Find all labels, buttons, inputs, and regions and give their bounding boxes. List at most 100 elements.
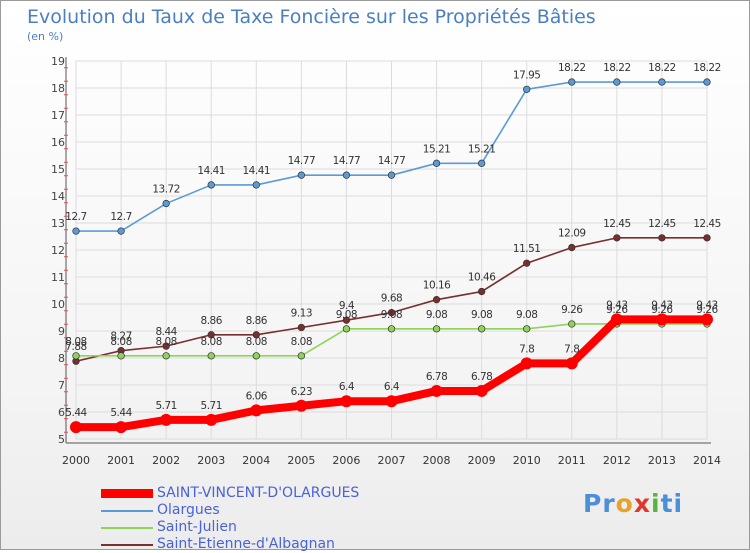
data-point — [297, 323, 306, 332]
data-label: 9.26 — [606, 304, 628, 316]
data-label: 18.22 — [648, 62, 676, 74]
data-point — [205, 413, 218, 426]
legend-swatch — [101, 544, 153, 546]
data-point — [207, 181, 215, 189]
data-point — [430, 384, 443, 397]
data-point — [250, 404, 263, 417]
data-point — [387, 325, 396, 333]
data-label: 6.23 — [291, 386, 312, 398]
data-point — [295, 399, 308, 412]
legend-label: SAINT-VINCENT-D'OLARGUES — [157, 485, 360, 501]
gridlines — [75, 60, 708, 440]
data-label: 13.72 — [152, 184, 180, 196]
data-point — [523, 85, 531, 93]
data-point — [701, 313, 713, 326]
data-point — [432, 325, 441, 333]
chart-unit-label: (en %) — [27, 30, 64, 43]
data-point — [70, 421, 82, 434]
x-tick-label: 2006 — [332, 454, 360, 467]
data-point — [432, 159, 441, 167]
data-label: 9.08 — [336, 309, 357, 321]
data-label: 6.78 — [471, 371, 492, 383]
data-label: 9.4 — [339, 300, 355, 312]
data-label: 15.21 — [468, 143, 496, 155]
data-point — [162, 342, 170, 350]
data-label: 5.71 — [201, 400, 222, 412]
legend-swatch — [101, 510, 153, 512]
data-label: 14.41 — [197, 165, 225, 177]
data-point — [72, 352, 80, 360]
x-tick-label: 2003 — [197, 454, 225, 467]
data-label: 9.08 — [516, 309, 537, 321]
data-label: 12.45 — [603, 218, 631, 230]
data-label: 8.44 — [155, 326, 177, 338]
logo-letter: ti — [660, 489, 684, 518]
legend-swatch — [101, 489, 153, 498]
x-tick-label: 2001 — [107, 454, 135, 467]
x-tick-label: 2000 — [62, 454, 90, 467]
y-tick-label: 12 — [51, 244, 65, 257]
data-label: 6.4 — [339, 381, 355, 393]
axes: 5 6 7 8 9 10 11 12 13 14 15 16 17 18 19 2000 2001 2002 200… — [51, 55, 721, 467]
data-point — [252, 181, 260, 189]
data-label: 8.08 — [201, 336, 222, 348]
y-tick-label: 13 — [51, 217, 65, 230]
data-label: 17.95 — [513, 69, 541, 81]
data-label: 14.77 — [288, 155, 316, 167]
data-point — [568, 320, 576, 328]
data-label: 6.06 — [246, 390, 268, 402]
data-label: 18.22 — [558, 62, 586, 74]
chart-title: Evolution du Taux de Taxe Foncière sur l… — [27, 6, 596, 28]
data-point — [613, 78, 621, 86]
legend-label: Saint-Julien — [157, 519, 237, 535]
data-label: 8.08 — [291, 336, 312, 348]
data-label: 9.26 — [651, 304, 673, 316]
y-tick-label: 19 — [51, 55, 65, 68]
y-tick-label: 5 — [58, 433, 65, 446]
data-label: 6.4 — [384, 381, 400, 393]
x-tick-label: 2005 — [287, 454, 315, 467]
y-tick-label: 8 — [58, 352, 65, 365]
data-point — [297, 171, 306, 179]
data-label: 14.77 — [378, 155, 406, 167]
data-point — [523, 325, 531, 333]
data-point — [340, 395, 353, 408]
data-label: 5.44 — [65, 407, 87, 419]
y-tick-label: 16 — [51, 136, 65, 149]
data-point — [655, 313, 668, 326]
data-point — [385, 395, 398, 408]
data-point — [252, 331, 260, 339]
data-point — [477, 159, 486, 167]
data-label: 14.41 — [243, 165, 271, 177]
data-point — [342, 325, 351, 333]
x-tick-label: 2011 — [558, 454, 586, 467]
x-tick-label: 2004 — [242, 454, 270, 467]
data-labels: 5.44 5.44 5.71 5.71 6.06 6.23 6.4 6.4 6.78 6.78 7.… — [65, 62, 721, 419]
y-tick-label: 6 — [58, 406, 65, 419]
data-point — [520, 357, 533, 370]
data-point — [72, 227, 80, 235]
x-tick-label: 2014 — [693, 454, 721, 467]
data-point — [568, 78, 576, 86]
data-label: 9.68 — [381, 293, 402, 305]
data-label: 10.46 — [468, 272, 496, 284]
data-label: 12.45 — [648, 218, 676, 230]
data-label: 8.08 — [65, 336, 86, 348]
data-label: 8.86 — [246, 315, 268, 327]
data-label: 12.09 — [558, 228, 586, 240]
data-label: 18.22 — [603, 62, 631, 74]
data-point — [342, 316, 351, 324]
data-label: 8.08 — [155, 336, 176, 348]
data-point — [342, 171, 351, 179]
data-label: 6.78 — [426, 371, 447, 383]
data-point — [387, 308, 396, 317]
data-label: 7.8 — [564, 343, 579, 355]
data-point — [610, 313, 623, 326]
y-tick-label: 10 — [51, 298, 65, 311]
data-label: 12.45 — [693, 218, 721, 230]
data-label: 9.43 — [606, 299, 627, 311]
data-point — [523, 259, 531, 267]
data-label: 9.26 — [696, 304, 718, 316]
data-point — [658, 234, 666, 242]
